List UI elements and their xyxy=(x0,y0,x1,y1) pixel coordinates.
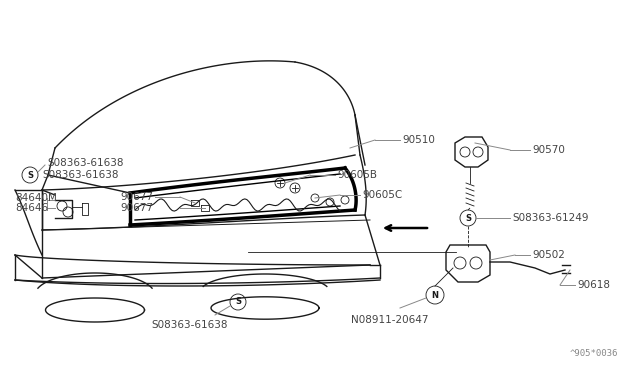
Text: N08911-20647: N08911-20647 xyxy=(351,315,429,325)
Text: 90510: 90510 xyxy=(402,135,435,145)
Text: 90570: 90570 xyxy=(532,145,565,155)
Text: 90618: 90618 xyxy=(577,280,610,290)
Text: S08363-61638: S08363-61638 xyxy=(47,158,124,168)
Text: 90605B: 90605B xyxy=(337,170,377,180)
Text: 90677: 90677 xyxy=(120,203,153,213)
Text: S: S xyxy=(465,214,471,222)
Text: S08363-61249: S08363-61249 xyxy=(512,213,589,223)
Text: S: S xyxy=(235,298,241,307)
Text: 90677: 90677 xyxy=(120,192,153,202)
Text: 90605C: 90605C xyxy=(362,190,403,200)
Text: 90502: 90502 xyxy=(532,250,565,260)
Text: N: N xyxy=(431,291,438,299)
Text: S08363-61638: S08363-61638 xyxy=(42,170,118,180)
Text: S: S xyxy=(27,170,33,180)
Text: 84640M: 84640M xyxy=(15,193,57,203)
Text: ^905*0036: ^905*0036 xyxy=(570,349,618,358)
Text: S08363-61638: S08363-61638 xyxy=(152,320,228,330)
Text: 84646: 84646 xyxy=(15,203,48,213)
